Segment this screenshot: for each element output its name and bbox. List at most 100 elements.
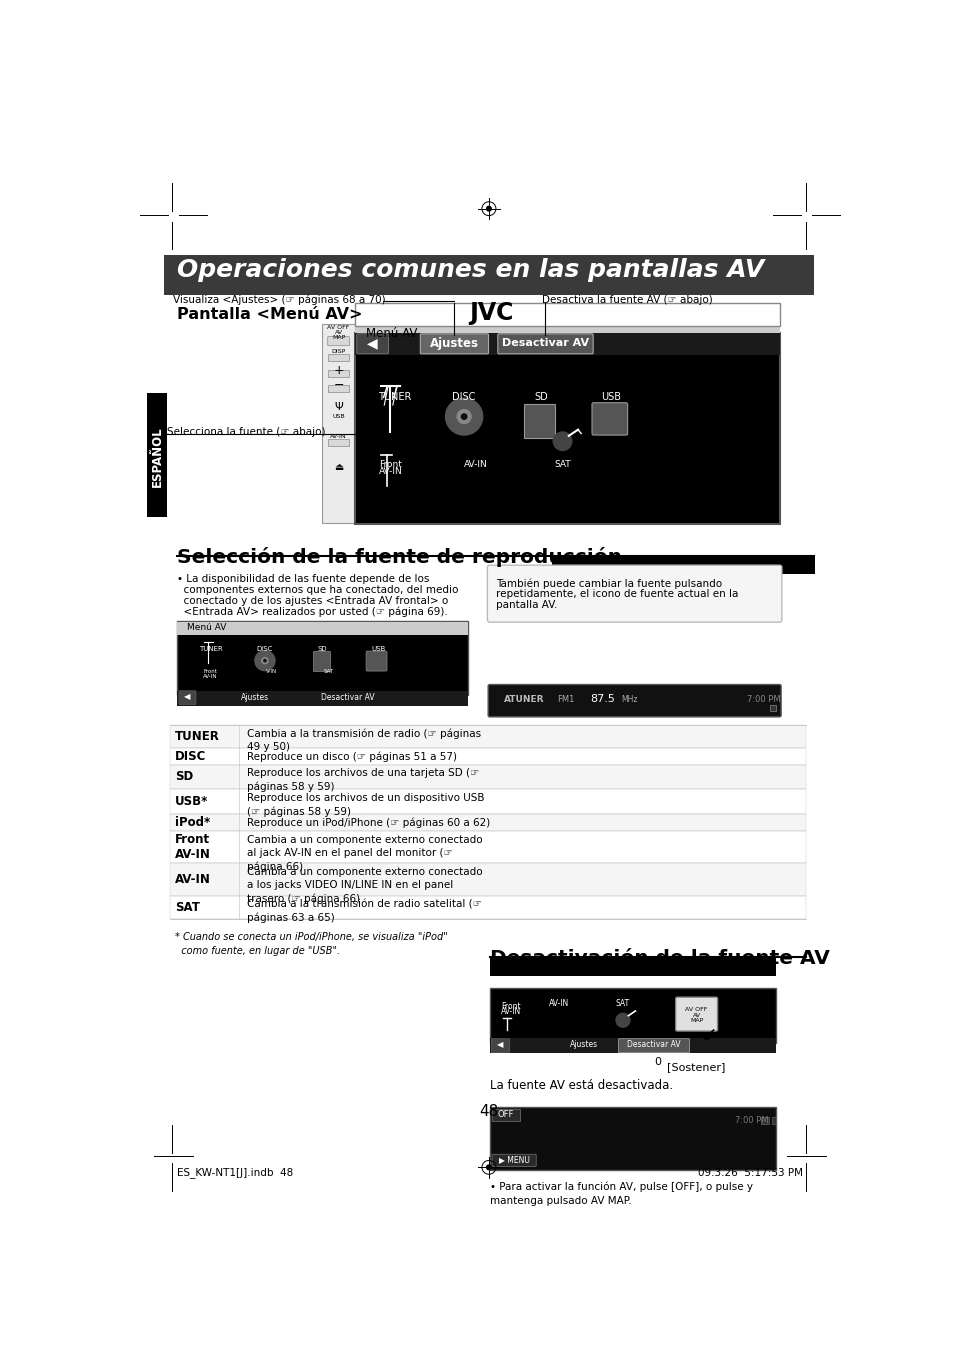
FancyBboxPatch shape	[170, 789, 805, 814]
FancyBboxPatch shape	[179, 691, 195, 704]
FancyBboxPatch shape	[147, 394, 167, 517]
Text: SD: SD	[535, 391, 548, 402]
Circle shape	[261, 658, 268, 663]
Text: AV: AV	[335, 330, 342, 336]
FancyBboxPatch shape	[328, 439, 348, 445]
FancyBboxPatch shape	[489, 1108, 776, 1170]
Circle shape	[461, 414, 466, 420]
Text: ESPAÑOL: ESPAÑOL	[151, 427, 164, 487]
Text: −: −	[333, 379, 343, 393]
Text: Desactivar AV: Desactivar AV	[626, 1040, 680, 1049]
Text: La fuente AV está desactivada.: La fuente AV está desactivada.	[489, 1079, 672, 1093]
Text: MAP: MAP	[689, 1018, 702, 1022]
Text: También puede cambiar la fuente pulsando: También puede cambiar la fuente pulsando	[496, 578, 721, 589]
Text: Ajustes: Ajustes	[240, 693, 269, 703]
Text: 7:00 PM: 7:00 PM	[735, 1116, 768, 1125]
FancyBboxPatch shape	[489, 957, 776, 976]
Text: ES_KW-NT1[J].indb  48: ES_KW-NT1[J].indb 48	[176, 1167, 293, 1178]
Text: Reproduce un disco (☞ páginas 51 a 57): Reproduce un disco (☞ páginas 51 a 57)	[247, 751, 456, 762]
FancyBboxPatch shape	[322, 324, 355, 523]
Text: 48: 48	[478, 1105, 498, 1120]
Text: USB*: USB*	[174, 795, 208, 808]
FancyBboxPatch shape	[355, 326, 779, 343]
Text: AV-IN: AV-IN	[463, 459, 487, 468]
Text: AV-IN: AV-IN	[203, 673, 217, 678]
Text: AV OFF: AV OFF	[327, 325, 350, 330]
FancyBboxPatch shape	[328, 337, 349, 345]
Circle shape	[616, 1013, 629, 1028]
Text: AV OFF: AV OFF	[684, 1007, 707, 1011]
Text: Selección de la fuente de reproducción: Selección de la fuente de reproducción	[176, 547, 621, 567]
Text: pantalla AV.: pantalla AV.	[496, 600, 557, 609]
Text: OFF: OFF	[497, 1110, 514, 1118]
Text: Reproduce los archivos de un dispositivo USB
(☞ páginas 58 y 59): Reproduce los archivos de un dispositivo…	[247, 793, 484, 816]
FancyBboxPatch shape	[170, 814, 805, 831]
Text: USB: USB	[600, 391, 620, 402]
Text: * Cuando se conecta un iPod/iPhone, se visualiza "iPod"
  como fuente, en lugar : * Cuando se conecta un iPod/iPhone, se v…	[174, 933, 447, 956]
FancyBboxPatch shape	[487, 565, 781, 623]
FancyBboxPatch shape	[170, 864, 805, 895]
Text: Cambia a un componente externo conectado
al jack AV-IN en el panel del monitor (: Cambia a un componente externo conectado…	[247, 834, 482, 872]
Text: iPod*: iPod*	[174, 816, 210, 829]
Text: SAT: SAT	[616, 999, 629, 1009]
Text: USB: USB	[372, 646, 386, 653]
Text: Desactivación de la fuente AV: Desactivación de la fuente AV	[489, 949, 829, 968]
Text: Operaciones comunes en las pantallas AV: Operaciones comunes en las pantallas AV	[176, 259, 763, 282]
Text: Ajustes: Ajustes	[429, 337, 478, 349]
FancyBboxPatch shape	[592, 402, 627, 435]
FancyBboxPatch shape	[366, 651, 387, 672]
FancyBboxPatch shape	[176, 691, 468, 705]
Text: ⏏: ⏏	[334, 462, 343, 471]
Text: repetidamente, el icono de fuente actual en la: repetidamente, el icono de fuente actual…	[496, 589, 738, 598]
Text: AV-IN: AV-IN	[549, 999, 569, 1009]
Text: Front: Front	[204, 669, 217, 674]
FancyBboxPatch shape	[170, 765, 805, 789]
Text: Reproduce un iPod/iPhone (☞ páginas 60 a 62): Reproduce un iPod/iPhone (☞ páginas 60 a…	[247, 818, 490, 829]
FancyBboxPatch shape	[356, 334, 388, 353]
Text: AV-IN: AV-IN	[500, 1007, 521, 1016]
Text: Visualiza <Ajustes> (☞ páginas 68 a 70): Visualiza <Ajustes> (☞ páginas 68 a 70)	[173, 294, 386, 305]
Text: SAT: SAT	[323, 669, 334, 674]
FancyBboxPatch shape	[176, 623, 468, 635]
Text: SD: SD	[174, 770, 193, 784]
Text: Desactiva la fuente AV (☞ abajo): Desactiva la fuente AV (☞ abajo)	[541, 295, 712, 305]
FancyBboxPatch shape	[170, 895, 805, 918]
Text: Menú AV: Menú AV	[187, 623, 226, 632]
FancyBboxPatch shape	[355, 303, 779, 326]
Text: Selecciona la fuente (☞ abajo): Selecciona la fuente (☞ abajo)	[167, 427, 326, 437]
FancyBboxPatch shape	[328, 370, 348, 376]
Text: AV-IN: AV-IN	[378, 467, 402, 475]
FancyBboxPatch shape	[618, 1039, 689, 1052]
FancyBboxPatch shape	[551, 556, 815, 574]
Text: ▶ MENU: ▶ MENU	[498, 1155, 529, 1164]
FancyBboxPatch shape	[523, 405, 555, 439]
Text: Front: Front	[378, 459, 401, 468]
Text: MHz: MHz	[620, 695, 638, 704]
Text: Ψ: Ψ	[334, 402, 342, 413]
FancyBboxPatch shape	[489, 1039, 776, 1053]
Text: Desactivar AV: Desactivar AV	[501, 338, 588, 348]
Text: USB: USB	[332, 414, 345, 420]
FancyBboxPatch shape	[170, 724, 805, 747]
Text: SAT: SAT	[174, 900, 200, 914]
Text: Cambia a la transmisión de radio satelital (☞
páginas 63 a 65): Cambia a la transmisión de radio satelit…	[247, 899, 481, 923]
Text: Reproduce los archivos de una tarjeta SD (☞
páginas 58 y 59): Reproduce los archivos de una tarjeta SD…	[247, 769, 478, 792]
Text: DISC: DISC	[452, 391, 476, 402]
Text: V-IN: V-IN	[265, 669, 276, 674]
FancyBboxPatch shape	[491, 1039, 509, 1052]
Circle shape	[486, 206, 491, 211]
FancyBboxPatch shape	[760, 1117, 768, 1124]
Text: +: +	[333, 364, 343, 376]
Text: • La disponibilidad de las fuente depende de los: • La disponibilidad de las fuente depend…	[176, 574, 429, 585]
Text: ATUNER: ATUNER	[504, 695, 544, 704]
Text: Ajustes: Ajustes	[570, 1040, 598, 1049]
FancyBboxPatch shape	[771, 1117, 775, 1124]
FancyBboxPatch shape	[355, 333, 779, 524]
Text: TUNER: TUNER	[174, 730, 220, 742]
FancyBboxPatch shape	[769, 704, 776, 711]
FancyBboxPatch shape	[355, 333, 779, 355]
Text: 09.3.26  5:17:53 PM: 09.3.26 5:17:53 PM	[697, 1167, 802, 1178]
Text: Pantalla <Menú AV>: Pantalla <Menú AV>	[176, 306, 362, 322]
FancyBboxPatch shape	[176, 620, 468, 696]
Text: <Entrada AV> realizados por usted (☞ página 69).: <Entrada AV> realizados por usted (☞ pág…	[176, 607, 447, 617]
